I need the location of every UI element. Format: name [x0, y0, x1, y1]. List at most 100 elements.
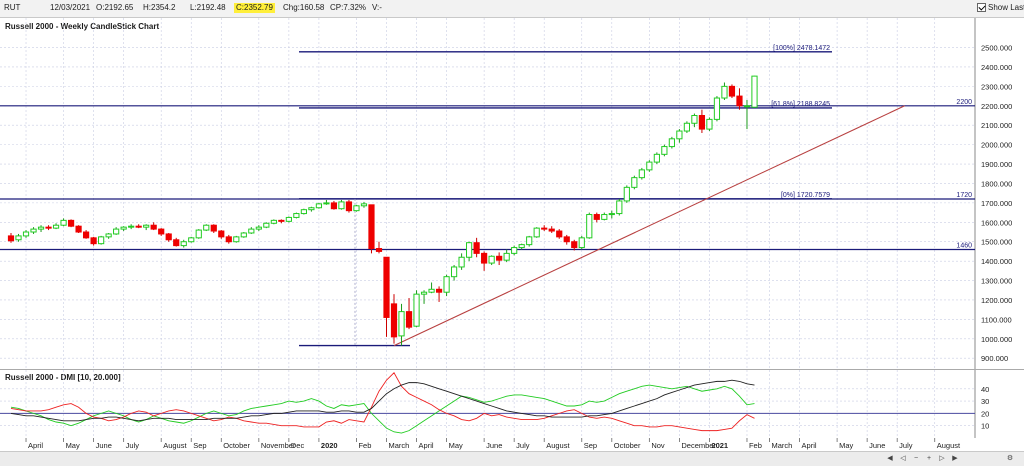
- time-axis: April May June July August Sep October November…: [25, 438, 961, 450]
- dmi-tick-label: 10: [981, 422, 989, 431]
- candle-body: [496, 255, 503, 261]
- time-tick-label: June: [869, 441, 885, 450]
- time-tick-label: August: [163, 441, 187, 450]
- fibonacci-level-label: [61.8%] 2188.8245: [771, 101, 830, 108]
- dmi-chart[interactable]: Russell 2000 - DMI [10, 20.000] 10 20 30 40: [0, 369, 1024, 438]
- dmi-plus-line: [10, 384, 755, 434]
- candle-body: [345, 201, 353, 212]
- candle-body: [586, 214, 593, 239]
- price-tick-label: 1300.000: [981, 277, 1012, 286]
- candle-body: [278, 219, 285, 222]
- scroll-left-icon[interactable]: ◁: [900, 455, 906, 462]
- candle-body: [631, 177, 638, 188]
- candle-body: [616, 200, 623, 215]
- candle-body: [668, 138, 675, 148]
- candle-body: [338, 201, 345, 210]
- candle-body: [488, 255, 495, 264]
- candle-body: [158, 228, 165, 235]
- candle-body: [691, 115, 698, 124]
- time-tick-label: July: [126, 441, 140, 450]
- time-tick-label: March: [389, 441, 410, 450]
- adx-line: [10, 379, 755, 422]
- candle-body: [518, 244, 525, 249]
- time-tick-label: July: [899, 441, 913, 450]
- candle-body: [743, 105, 751, 108]
- change-percent-label: CP:7.32%: [330, 3, 367, 12]
- price-chart[interactable]: Russell 2000 - Weekly CandleStick Chart …: [0, 18, 1024, 370]
- settings-icon[interactable]: ⚙: [1006, 455, 1014, 462]
- candle-body: [375, 248, 383, 252]
- candle-body: [45, 226, 52, 229]
- zoom-out-icon[interactable]: −: [913, 455, 919, 462]
- price-tick-label: 1700.000: [981, 199, 1012, 208]
- close-label: C:2352.79: [234, 3, 275, 13]
- time-tick-label: June: [486, 441, 502, 450]
- candle-body: [623, 186, 630, 202]
- candle-body: [90, 237, 97, 245]
- show-last-checkbox[interactable]: [977, 3, 986, 12]
- candle-body: [37, 226, 45, 230]
- scroll-last-icon[interactable]: ▶: [952, 455, 958, 462]
- price-tick-label: 2300.000: [981, 82, 1012, 91]
- price-tick-label: 1400.000: [981, 257, 1012, 266]
- scroll-first-icon[interactable]: ◀: [887, 455, 893, 462]
- candle-body: [601, 214, 608, 220]
- candle-body: [248, 228, 255, 234]
- candle-body: [473, 242, 480, 254]
- candle-body: [120, 226, 127, 230]
- candle-body: [300, 209, 307, 215]
- time-tick-label: April: [419, 441, 434, 450]
- time-tick-label: Feb: [358, 441, 371, 450]
- candle-body: [330, 202, 338, 210]
- time-tick-label: May: [839, 441, 853, 450]
- price-tick-label: 1900.000: [981, 160, 1012, 169]
- candle-body: [203, 224, 210, 231]
- price-tick-label: 2200.000: [981, 102, 1012, 111]
- candle-body: [638, 169, 645, 179]
- zoom-in-icon[interactable]: +: [926, 455, 932, 462]
- candle-body: [450, 266, 458, 278]
- price-chart-title: Russell 2000 - Weekly CandleStick Chart: [5, 22, 159, 31]
- candle-body: [180, 241, 187, 247]
- candle-body: [368, 204, 375, 250]
- candle-body: [83, 231, 90, 239]
- candle-body: [443, 276, 450, 293]
- candle-body: [113, 228, 120, 235]
- time-tick-label: Sep: [584, 441, 597, 450]
- candle-body: [383, 256, 390, 318]
- time-tick-label: December: [681, 441, 716, 450]
- horizontal-level-label: 1720: [956, 192, 972, 199]
- price-tick-label: 2500.000: [981, 44, 1012, 53]
- candle-body: [105, 233, 112, 238]
- candle-body: [420, 291, 428, 295]
- price-tick-label: 900.000: [981, 354, 1008, 363]
- candle-body: [608, 213, 615, 216]
- price-tick-label: 1800.000: [981, 179, 1012, 188]
- candle-body: [293, 213, 300, 218]
- candle-body: [270, 219, 277, 224]
- time-tick-label: 2020: [321, 441, 338, 450]
- candle-body: [541, 227, 548, 230]
- candle-body: [706, 118, 713, 130]
- candle-body: [67, 219, 75, 227]
- dmi-tick-label: 40: [981, 385, 989, 394]
- time-tick-label: June: [96, 441, 112, 450]
- candle-body: [511, 247, 518, 254]
- scroll-right-icon[interactable]: ▷: [939, 455, 945, 462]
- time-tick-label: August: [937, 441, 961, 450]
- dmi-minus-line: [10, 372, 755, 432]
- candle-body: [285, 216, 292, 222]
- time-tick-label: April: [28, 441, 43, 450]
- candle-body: [683, 122, 690, 132]
- chart-scrollbar[interactable]: ◀ ◁ − + ▷ ▶ ⚙: [0, 451, 1024, 466]
- candle-body: [556, 230, 563, 238]
- candle-body: [255, 226, 262, 230]
- candle-body: [533, 227, 540, 238]
- time-tick-label: April: [802, 441, 817, 450]
- candle-body: [751, 75, 758, 108]
- candle-body: [428, 288, 435, 293]
- time-tick-label: Nov: [651, 441, 665, 450]
- symbol-label: RUT: [4, 3, 21, 12]
- candle-body: [233, 236, 240, 243]
- time-tick-label: Sep: [193, 441, 206, 450]
